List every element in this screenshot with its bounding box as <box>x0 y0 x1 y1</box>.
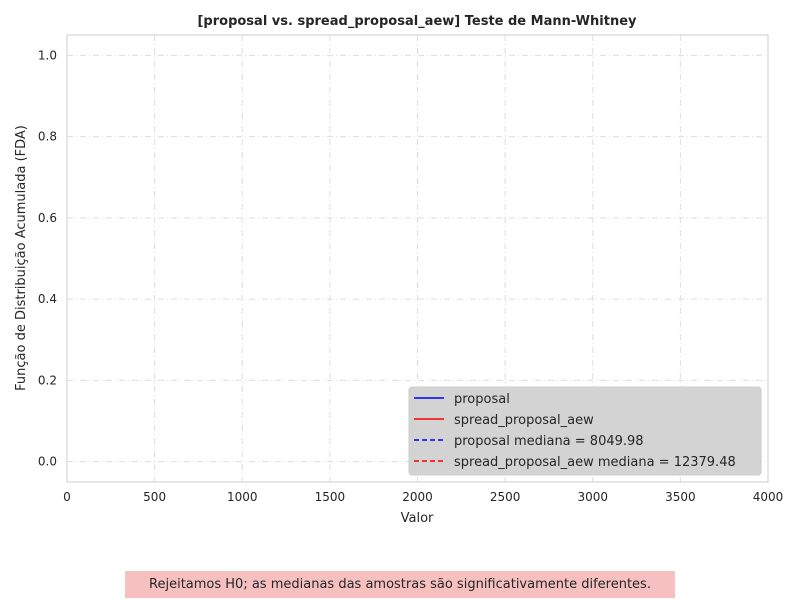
grid <box>67 35 768 482</box>
x-tick-label: 1500 <box>315 490 346 504</box>
x-tick-label: 1000 <box>227 490 258 504</box>
y-tick-label: 0.6 <box>38 211 57 225</box>
x-tick-label: 2000 <box>402 490 433 504</box>
y-tick-label: 0.0 <box>38 455 57 469</box>
x-tick-label: 4000 <box>753 490 784 504</box>
x-axis-label: Valor <box>401 511 434 526</box>
conclusion-banner: Rejeitamos H0; as medianas das amostras … <box>125 571 675 598</box>
x-tick-label: 0 <box>63 490 71 504</box>
x-tick-labels: 0 500 1000 1500 2000 2500 3000 3500 4000 <box>63 490 783 504</box>
x-tick-label: 500 <box>143 490 166 504</box>
y-tick-label: 0.2 <box>38 373 57 387</box>
y-axis-label: Função de Distribuição Acumulada (FDA) <box>14 125 29 391</box>
legend-box <box>408 386 762 476</box>
y-tick-label: 1.0 <box>38 48 57 62</box>
y-tick-label: 0.8 <box>38 130 57 144</box>
legend: proposal spread_proposal_aew proposal medi… <box>408 386 762 476</box>
y-tick-labels: 0.0 0.2 0.4 0.6 0.8 1.0 <box>38 48 57 468</box>
legend-label: proposal <box>454 392 510 407</box>
chart-title: [proposal vs. spread_proposal_aew] Teste… <box>197 14 637 29</box>
x-tick-label: 3500 <box>665 490 696 504</box>
legend-label: spread_proposal_aew <box>454 413 594 428</box>
legend-label: spread_proposal_aew mediana = 12379.48 <box>454 455 736 470</box>
x-tick-label: 2500 <box>490 490 521 504</box>
x-tick-label: 3000 <box>577 490 608 504</box>
legend-label: proposal mediana = 8049.98 <box>454 434 644 449</box>
y-tick-label: 0.4 <box>38 292 57 306</box>
